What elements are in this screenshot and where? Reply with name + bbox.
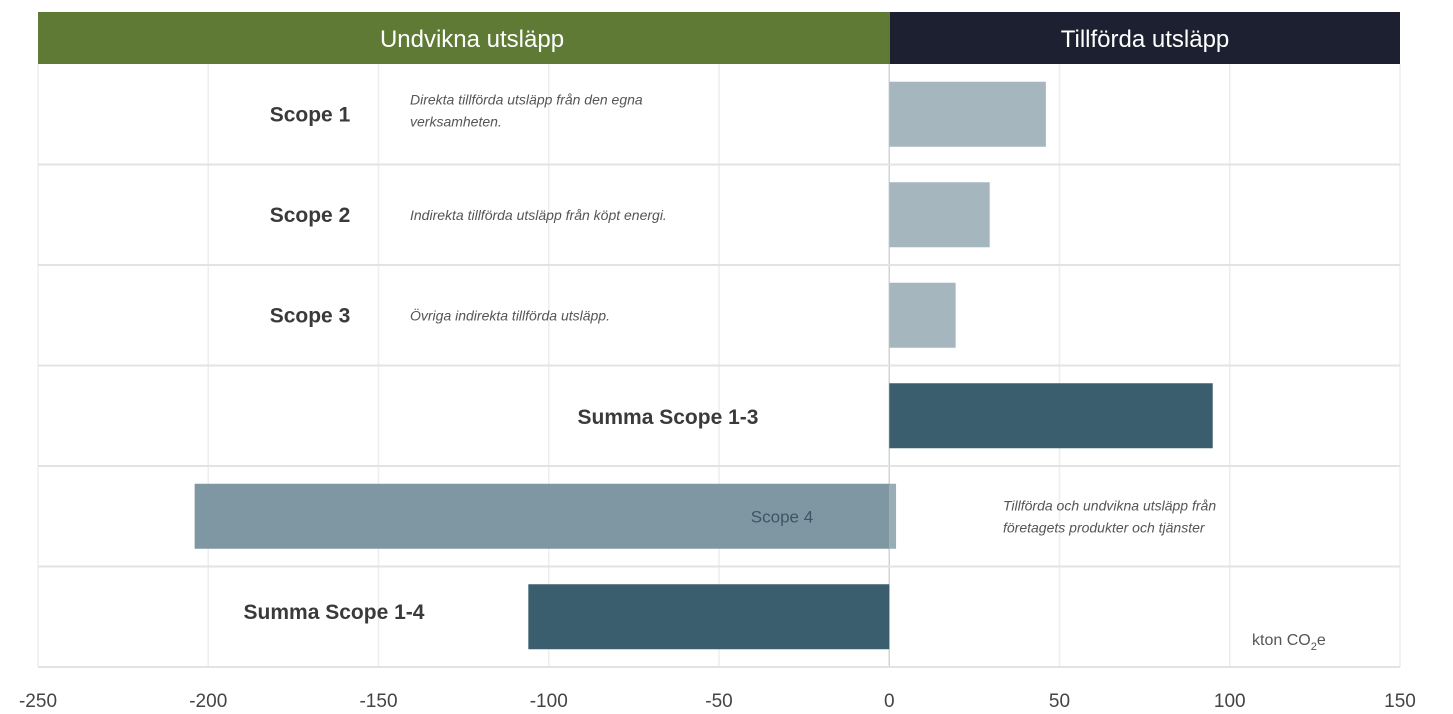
label-scope-3: Scope 3: [270, 304, 351, 327]
row-separators: [38, 163, 1400, 668]
desc-scope-3-line-1: Övriga indirekta tillförda utsläpp.: [410, 306, 610, 323]
bars: [194, 81, 1213, 650]
header-undvikna-label: Undvikna utsläpp: [380, 26, 564, 53]
desc-scope-1-line-1: Direkta tillförda utsläpp från den egna: [410, 91, 643, 107]
header-tillforda-label: Tillförda utsläpp: [1061, 26, 1230, 53]
tick-250: -250: [19, 691, 57, 712]
label-summa-scope-1-3: Summa Scope 1-3: [578, 406, 759, 429]
desc-scope-4-line-2: företagets produkter och tjänster: [1003, 519, 1206, 535]
bar-scope-1: [889, 81, 1046, 147]
bar-summa-scope-1-4: [528, 584, 890, 650]
bar-summa-scope-1-3: [889, 383, 1213, 449]
label-summa-scope-1-4: Summa Scope 1-4: [244, 601, 425, 624]
row-descriptions: Direkta tillförda utsläpp från den egna v…: [410, 91, 1216, 535]
tick-50: 50: [1049, 691, 1070, 712]
tick-0: 0: [884, 691, 895, 712]
tick-150: -150: [359, 691, 397, 712]
bar-scope-4: [194, 483, 890, 549]
header-undvikna-bg: [38, 12, 890, 64]
desc-scope-1-line-2: verksamheten.: [410, 113, 502, 129]
x-axis-ticks: -250 -200 -150 -100 -50 0 50 100 150: [19, 691, 1416, 712]
tick-200: -200: [189, 691, 227, 712]
desc-scope-4-line-1: Tillförda och undvikna utsläpp från: [1003, 497, 1216, 513]
label-scope-2: Scope 2: [270, 204, 351, 227]
row-labels: Scope 1 Scope 2 Scope 3 Summa Scope 1-3 Scop…: [244, 103, 814, 624]
tick-100: -100: [530, 691, 568, 712]
tick-150: 150: [1384, 691, 1416, 712]
label-scope-1: Scope 1: [270, 103, 351, 126]
bar-scope-3: [889, 282, 956, 348]
desc-scope-2-line-1: Indirekta tillförda utsläpp från köpt en…: [410, 207, 667, 223]
label-scope-4: Scope 4: [751, 507, 813, 526]
bar-scope-4-positive: [889, 483, 897, 549]
tick-50: -50: [705, 691, 732, 712]
unit-label: kton CO2e: [1252, 632, 1326, 653]
tick-100: 100: [1214, 691, 1246, 712]
header-tillforda-bg: [890, 12, 1400, 64]
bar-scope-2: [889, 182, 990, 248]
